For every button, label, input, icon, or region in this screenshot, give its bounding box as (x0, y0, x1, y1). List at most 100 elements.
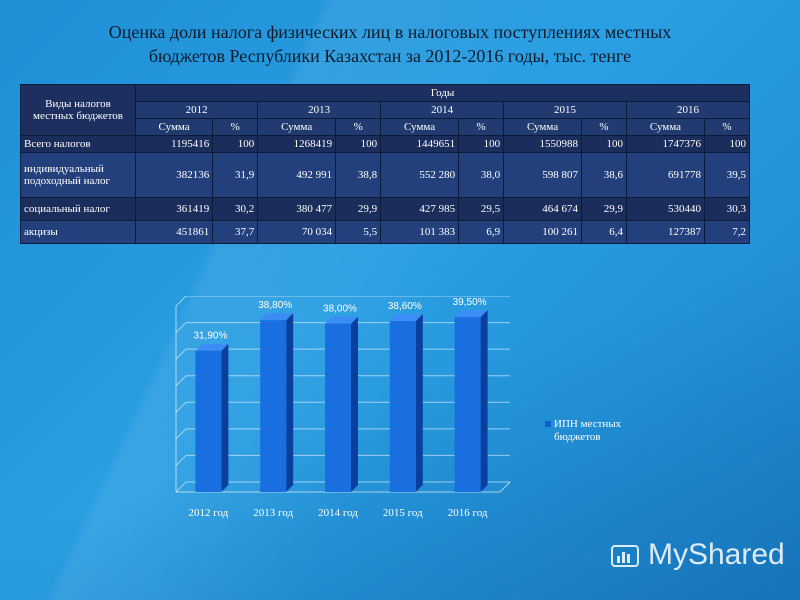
pct-cell: 29,9 (335, 197, 382, 221)
year-header: 2014 (380, 101, 505, 119)
category-label: 2016 год (448, 507, 488, 519)
category-label: 2013 год (253, 507, 293, 519)
sum-cell: 70 034 (257, 220, 337, 244)
grid-line-side (175, 348, 187, 360)
data-label: 38,00% (323, 304, 357, 315)
pct-cell: 100 (335, 135, 382, 153)
grid-line-side (175, 295, 187, 307)
pct-cell: 38,6 (581, 152, 627, 198)
sum-subheader: Сумма (134, 118, 214, 136)
pct-cell: 5,5 (335, 220, 382, 244)
bar (260, 320, 287, 492)
bar (389, 321, 416, 492)
bar (325, 323, 351, 492)
sum-cell: 382136 (134, 152, 214, 198)
pct-subheader: % (458, 118, 505, 136)
year-header: 2016 (625, 101, 751, 119)
bar-side (286, 313, 294, 492)
brand-logo-icon (611, 545, 639, 567)
sum-cell: 1747376 (625, 135, 705, 153)
page-title: Оценка доли налога физических лиц в нало… (40, 20, 740, 68)
sum-cell: 100 261 (503, 220, 583, 244)
pct-subheader: % (212, 118, 259, 136)
sum-cell: 598 807 (503, 152, 583, 198)
pct-cell: 38,0 (458, 152, 505, 198)
pct-subheader: % (335, 118, 382, 136)
table-row: индивидуальный подоходный налог 382136 31,… (20, 152, 751, 198)
sum-cell: 127387 (625, 220, 705, 244)
pct-cell: 37,7 (212, 220, 259, 244)
legend-label-line-1: ИПН местных (554, 418, 622, 430)
pct-subheader: % (581, 118, 627, 136)
table-row: акцизы 451861 37,7 70 034 5,5 101 383 6,9 100 2… (20, 220, 751, 244)
sum-cell: 451861 (134, 220, 214, 244)
sum-cell: 361419 (134, 197, 214, 221)
pct-cell: 100 (703, 135, 751, 153)
pct-cell: 100 (212, 135, 259, 153)
data-label: 39,50% (453, 297, 487, 308)
bar (454, 317, 481, 492)
bar-side (480, 310, 488, 492)
year-header: 2015 (503, 101, 627, 119)
pct-cell: 31,9 (212, 152, 259, 198)
sum-cell: 1449651 (380, 135, 460, 153)
sum-cell: 492 991 (257, 152, 337, 198)
grid-line-side (175, 481, 187, 493)
sum-subheader: Сумма (257, 118, 337, 136)
grid-line-side (175, 401, 187, 413)
sum-cell: 530440 (625, 197, 705, 221)
row-label: индивидуальный подоходный налог (20, 152, 136, 198)
bar-side (351, 316, 358, 492)
grid-line-side (175, 375, 187, 387)
chart-svg: 31,90% 2012 год 38,80% 2013 год 38,00% 2014 г… (175, 295, 511, 519)
sum-cell: 101 383 (380, 220, 460, 244)
sum-cell: 464 674 (503, 197, 583, 221)
sum-cell: 691778 (625, 152, 705, 198)
grid-line-side (175, 322, 187, 333)
tax-table: Виды налогов местных бюджетов Годы 2012 … (20, 84, 751, 244)
pct-cell: 7,2 (703, 220, 751, 244)
pct-cell: 39,5 (703, 152, 751, 198)
legend-label-line-2: бюджетов (554, 431, 601, 443)
pct-cell: 30,2 (212, 197, 259, 221)
sum-cell: 1268419 (257, 135, 337, 153)
year-header: 2013 (257, 101, 382, 119)
category-label: 2012 год (189, 507, 229, 519)
table-corner-header: Виды налогов местных бюджетов (20, 84, 136, 136)
pct-cell: 6,9 (458, 220, 505, 244)
row-label: социальный налог (20, 197, 136, 221)
x-axis-depth (499, 481, 511, 493)
pct-cell: 29,5 (458, 197, 505, 221)
bar-top (389, 314, 423, 322)
pct-subheader: % (703, 118, 751, 136)
year-header: 2012 (134, 101, 259, 119)
sum-subheader: Сумма (625, 118, 705, 136)
table-row: Всего налогов 1195416 100 1268419 100 1449651… (20, 135, 751, 153)
table-row: социальный налог 361419 30,2 380 477 29,9 427… (20, 197, 751, 221)
title-line-2: бюджетов Республики Казахстан за 2012-20… (148, 46, 632, 66)
bar-top (454, 310, 488, 318)
chart-legend: ИПН местных бюджетов (545, 418, 621, 444)
pct-cell: 29,9 (581, 197, 627, 221)
row-label: акцизы (20, 220, 136, 244)
table-body: Всего налогов 1195416 100 1268419 100 1449651… (20, 135, 751, 244)
sum-cell: 1195416 (134, 135, 214, 153)
bar-top (325, 316, 358, 324)
grid-line-side (175, 455, 187, 466)
bar-top (260, 313, 294, 321)
sum-subheader: Сумма (380, 118, 460, 136)
pct-cell: 100 (458, 135, 505, 153)
sum-subheader: Сумма (503, 118, 583, 136)
pct-cell: 30,3 (703, 197, 751, 221)
sum-cell: 1550988 (503, 135, 583, 153)
brand-watermark: MyShared (648, 538, 785, 571)
bar (195, 350, 222, 492)
sum-cell: 380 477 (257, 197, 337, 221)
row-label: Всего налогов (20, 135, 136, 153)
bar-side (415, 314, 423, 492)
category-label: 2014 год (318, 507, 358, 519)
data-label: 38,60% (388, 301, 422, 312)
pct-cell: 38,8 (335, 152, 382, 198)
years-header: Годы (135, 84, 750, 102)
category-label: 2015 год (383, 507, 423, 519)
